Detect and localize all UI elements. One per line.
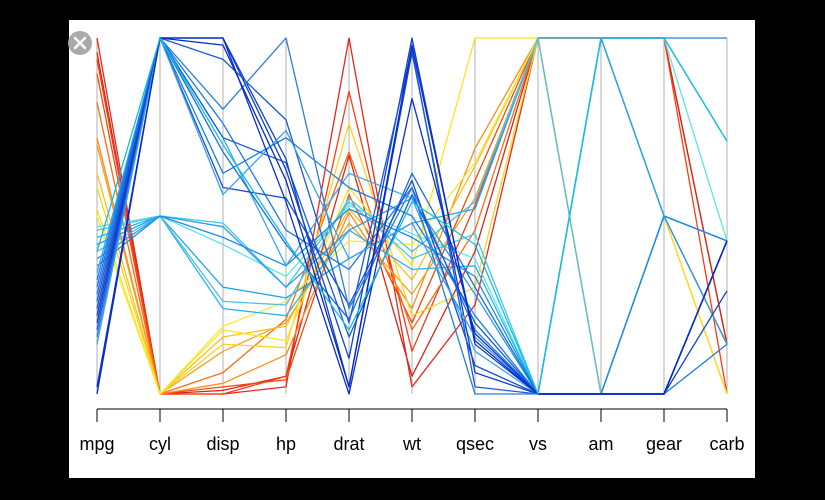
axis-label-hp: hp (276, 434, 296, 454)
axis-label-cyl: cyl (149, 434, 171, 454)
series-line-31 (96, 37, 728, 395)
tick-marks (96, 408, 728, 422)
axis-label-mpg: mpg (79, 434, 114, 454)
close-icon (73, 36, 87, 50)
axis-label-disp: disp (206, 434, 239, 454)
axis-label-qsec: qsec (456, 434, 494, 454)
axis-label-carb: carb (709, 434, 744, 454)
axis-label-vs: vs (529, 434, 547, 454)
series-lines (96, 37, 728, 395)
axis-label-wt: wt (402, 434, 421, 454)
axis-label-gear: gear (646, 434, 682, 454)
series-line-18 (96, 208, 728, 395)
axis-label-drat: drat (333, 434, 364, 454)
series-line-32 (96, 37, 728, 395)
close-button[interactable] (68, 31, 92, 55)
axis-labels: mpg cyl disp hp drat wt qsec vs am gear carb (79, 434, 744, 454)
axis-label-am: am (588, 434, 613, 454)
